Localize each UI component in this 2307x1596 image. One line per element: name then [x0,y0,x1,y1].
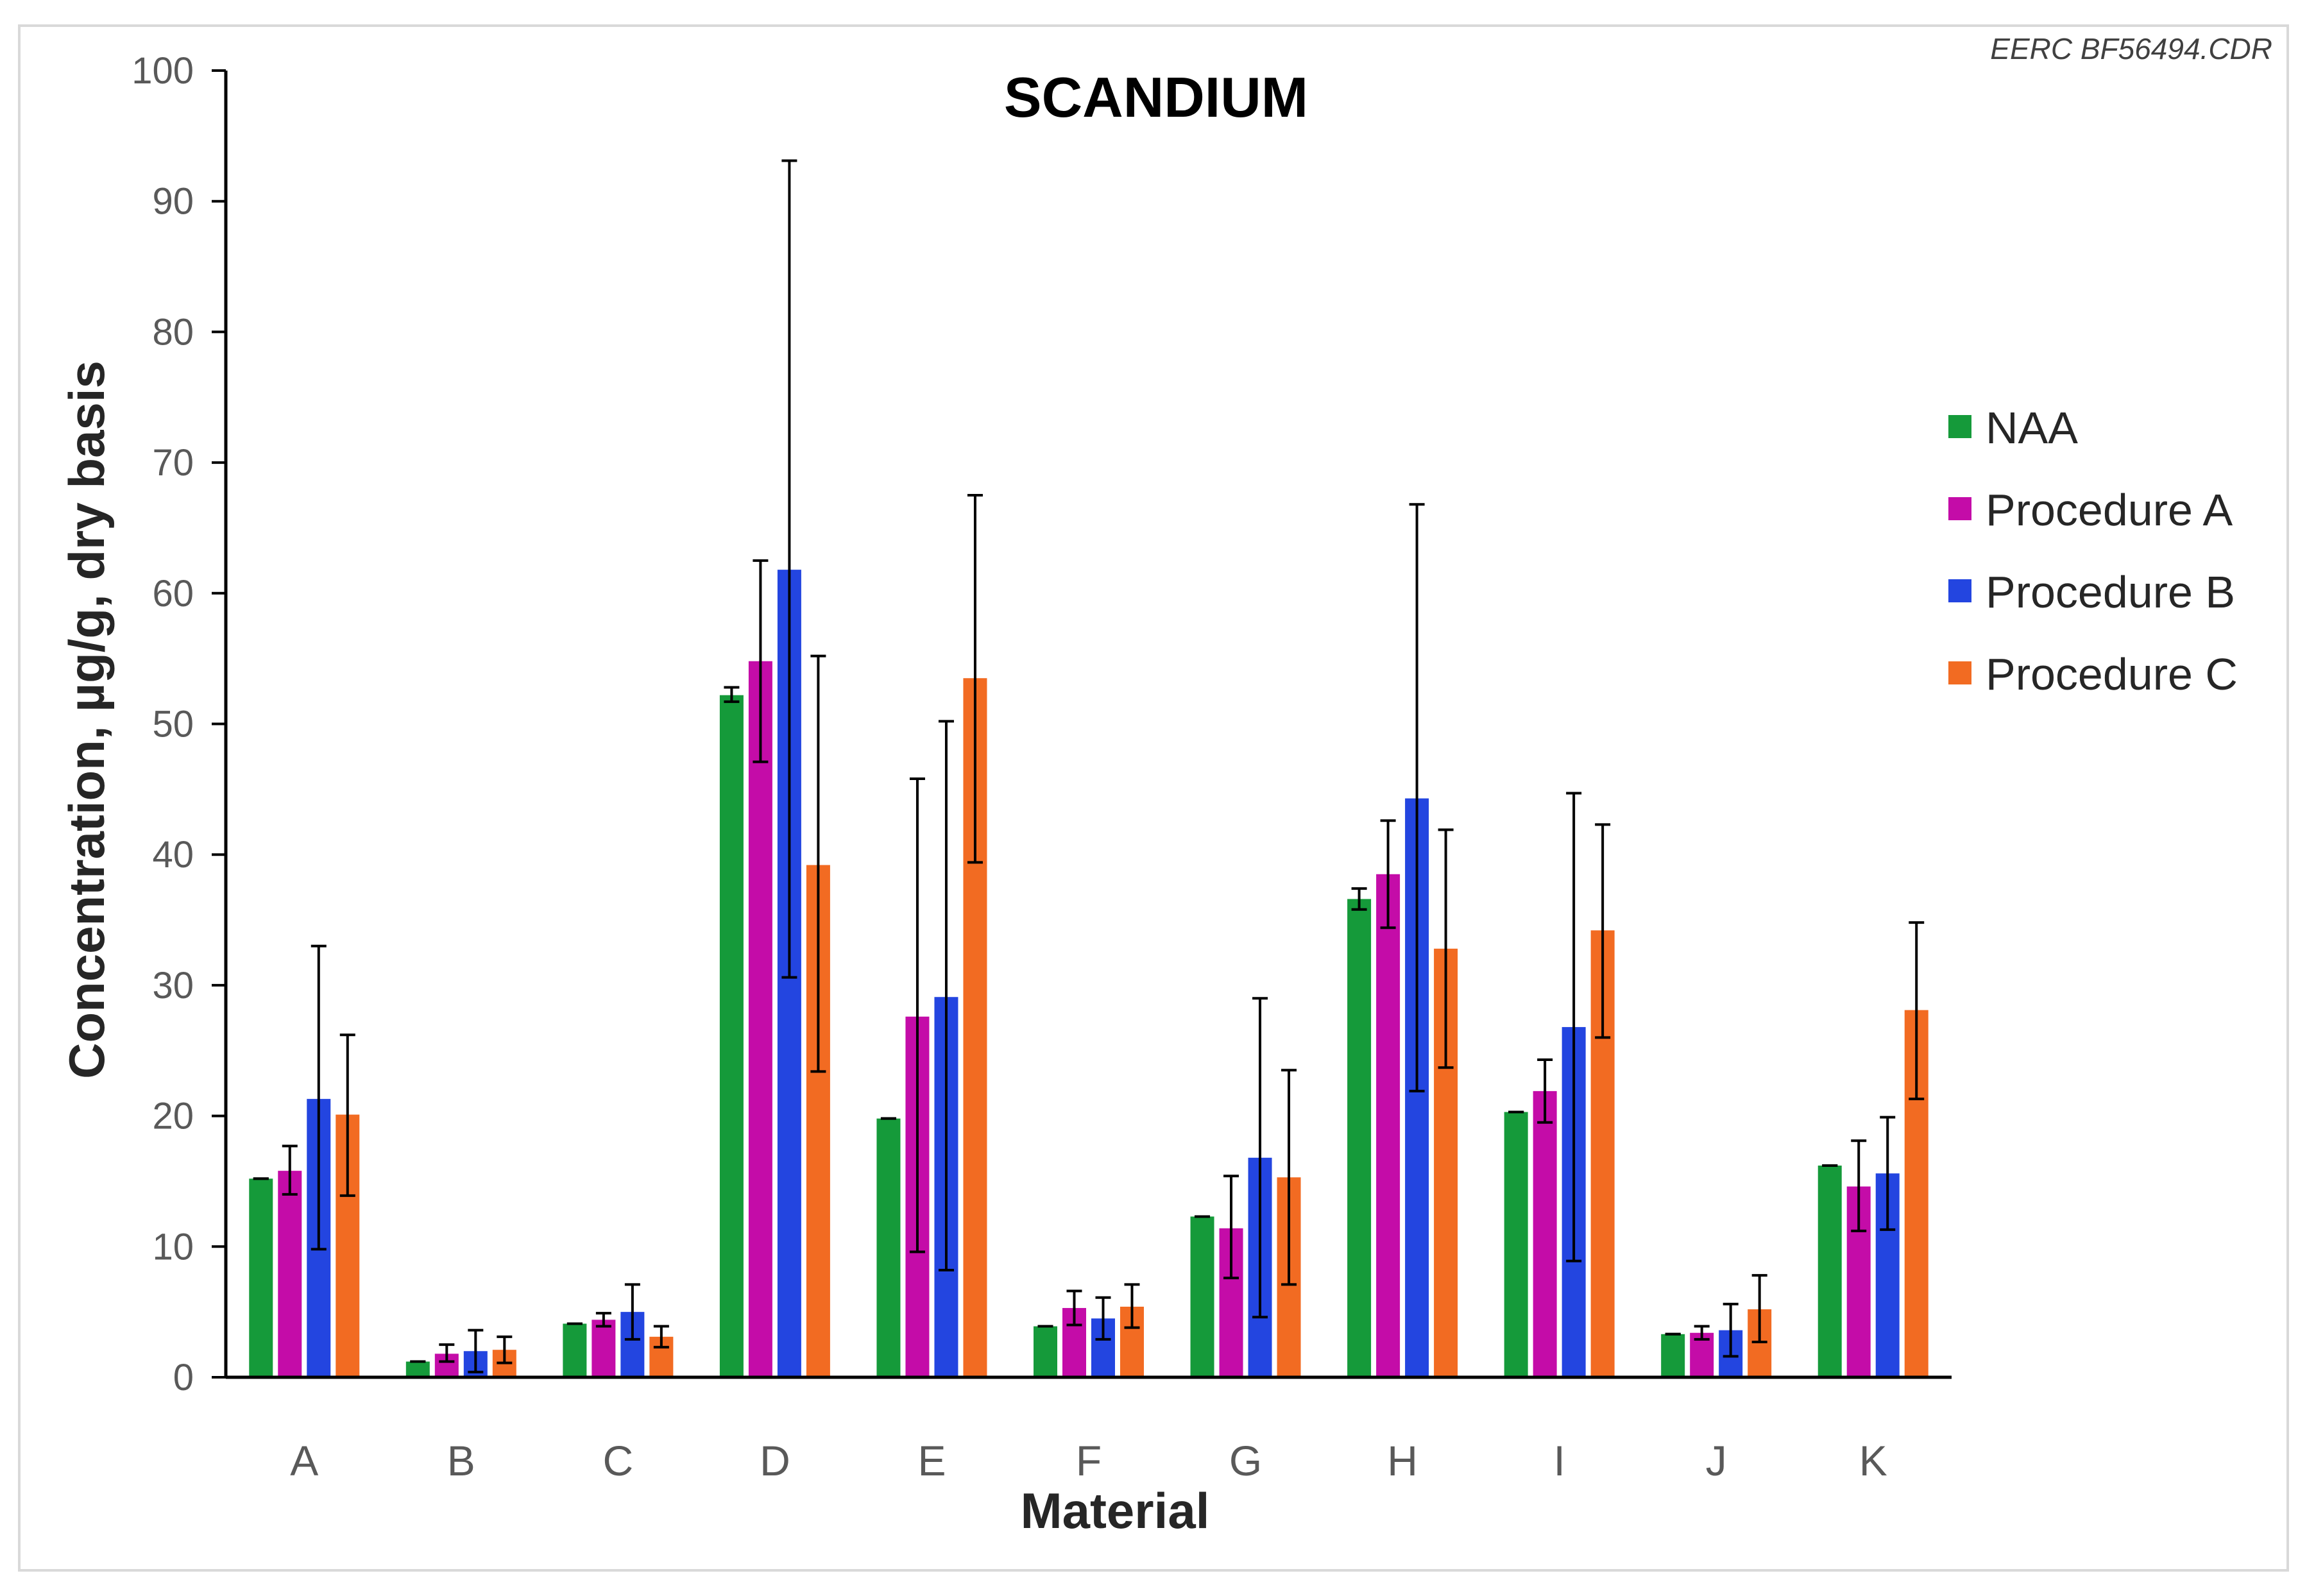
y-tick-label: 70 [152,442,194,484]
figure-code-label: EERC BF56494.CDR [1990,32,2272,65]
x-tick-label: A [290,1437,318,1484]
legend-swatch [1948,661,1971,684]
y-axis-ticks: 0 10 20 30 40 50 60 70 80 90 100 [132,50,226,1398]
x-tick-label: D [760,1437,790,1484]
y-tick-label: 50 [152,704,194,745]
x-axis-labels: A B C D E F G H I J K [290,1437,1887,1484]
x-axis-title: Material [1021,1482,1210,1539]
bar [1661,1334,1685,1377]
bar [405,1361,430,1377]
bar [876,1118,901,1377]
legend-swatch [1948,415,1971,438]
figure-frame: EERC BF56494.CDR SCANDIUM Concentration,… [18,24,2289,1572]
x-tick-label: F [1076,1437,1102,1484]
legend-swatch [1948,579,1971,602]
bar [1818,1166,1842,1377]
bars-layer [249,570,1928,1377]
bar [1347,899,1372,1377]
legend-label: Procedure C [1986,649,2238,699]
y-tick-label: 60 [152,573,194,615]
legend-label: Procedure B [1986,567,2235,617]
legend-label: Procedure A [1986,485,2233,535]
bar [563,1323,587,1377]
x-tick-label: G [1229,1437,1262,1484]
x-tick-label: K [1859,1437,1887,1484]
bar [748,661,772,1377]
y-tick-label: 80 [152,311,194,353]
legend-label: NAA [1986,403,2078,453]
chart-canvas: EERC BF56494.CDR SCANDIUM Concentration,… [58,32,2272,1539]
error-bars-layer [253,159,1925,1373]
bar [719,695,744,1377]
y-axis-title: Concentration, µg/g, dry basis [58,361,115,1079]
x-tick-label: E [917,1437,946,1484]
y-tick-label: 40 [152,834,194,876]
bar [278,1171,302,1377]
bar [1376,874,1400,1377]
bar [1190,1216,1214,1377]
x-tick-label: H [1387,1437,1418,1484]
x-tick-label: C [603,1437,634,1484]
chart-title: SCANDIUM [1004,65,1308,129]
y-tick-label: 100 [132,50,194,92]
y-tick-label: 90 [152,181,194,223]
x-tick-label: B [447,1437,475,1484]
bar [249,1178,273,1377]
legend: NAA Procedure A Procedure B Procedure C [1948,403,2238,699]
bar [1533,1091,1557,1377]
legend-swatch [1948,497,1971,520]
y-tick-label: 30 [152,965,194,1006]
bar [1504,1112,1528,1377]
x-tick-label: I [1553,1437,1565,1484]
bar [592,1320,616,1377]
y-tick-label: 20 [152,1096,194,1137]
bar [1034,1326,1057,1377]
y-tick-label: 10 [152,1226,194,1268]
y-tick-label: 0 [173,1357,194,1398]
x-tick-label: J [1706,1437,1727,1484]
